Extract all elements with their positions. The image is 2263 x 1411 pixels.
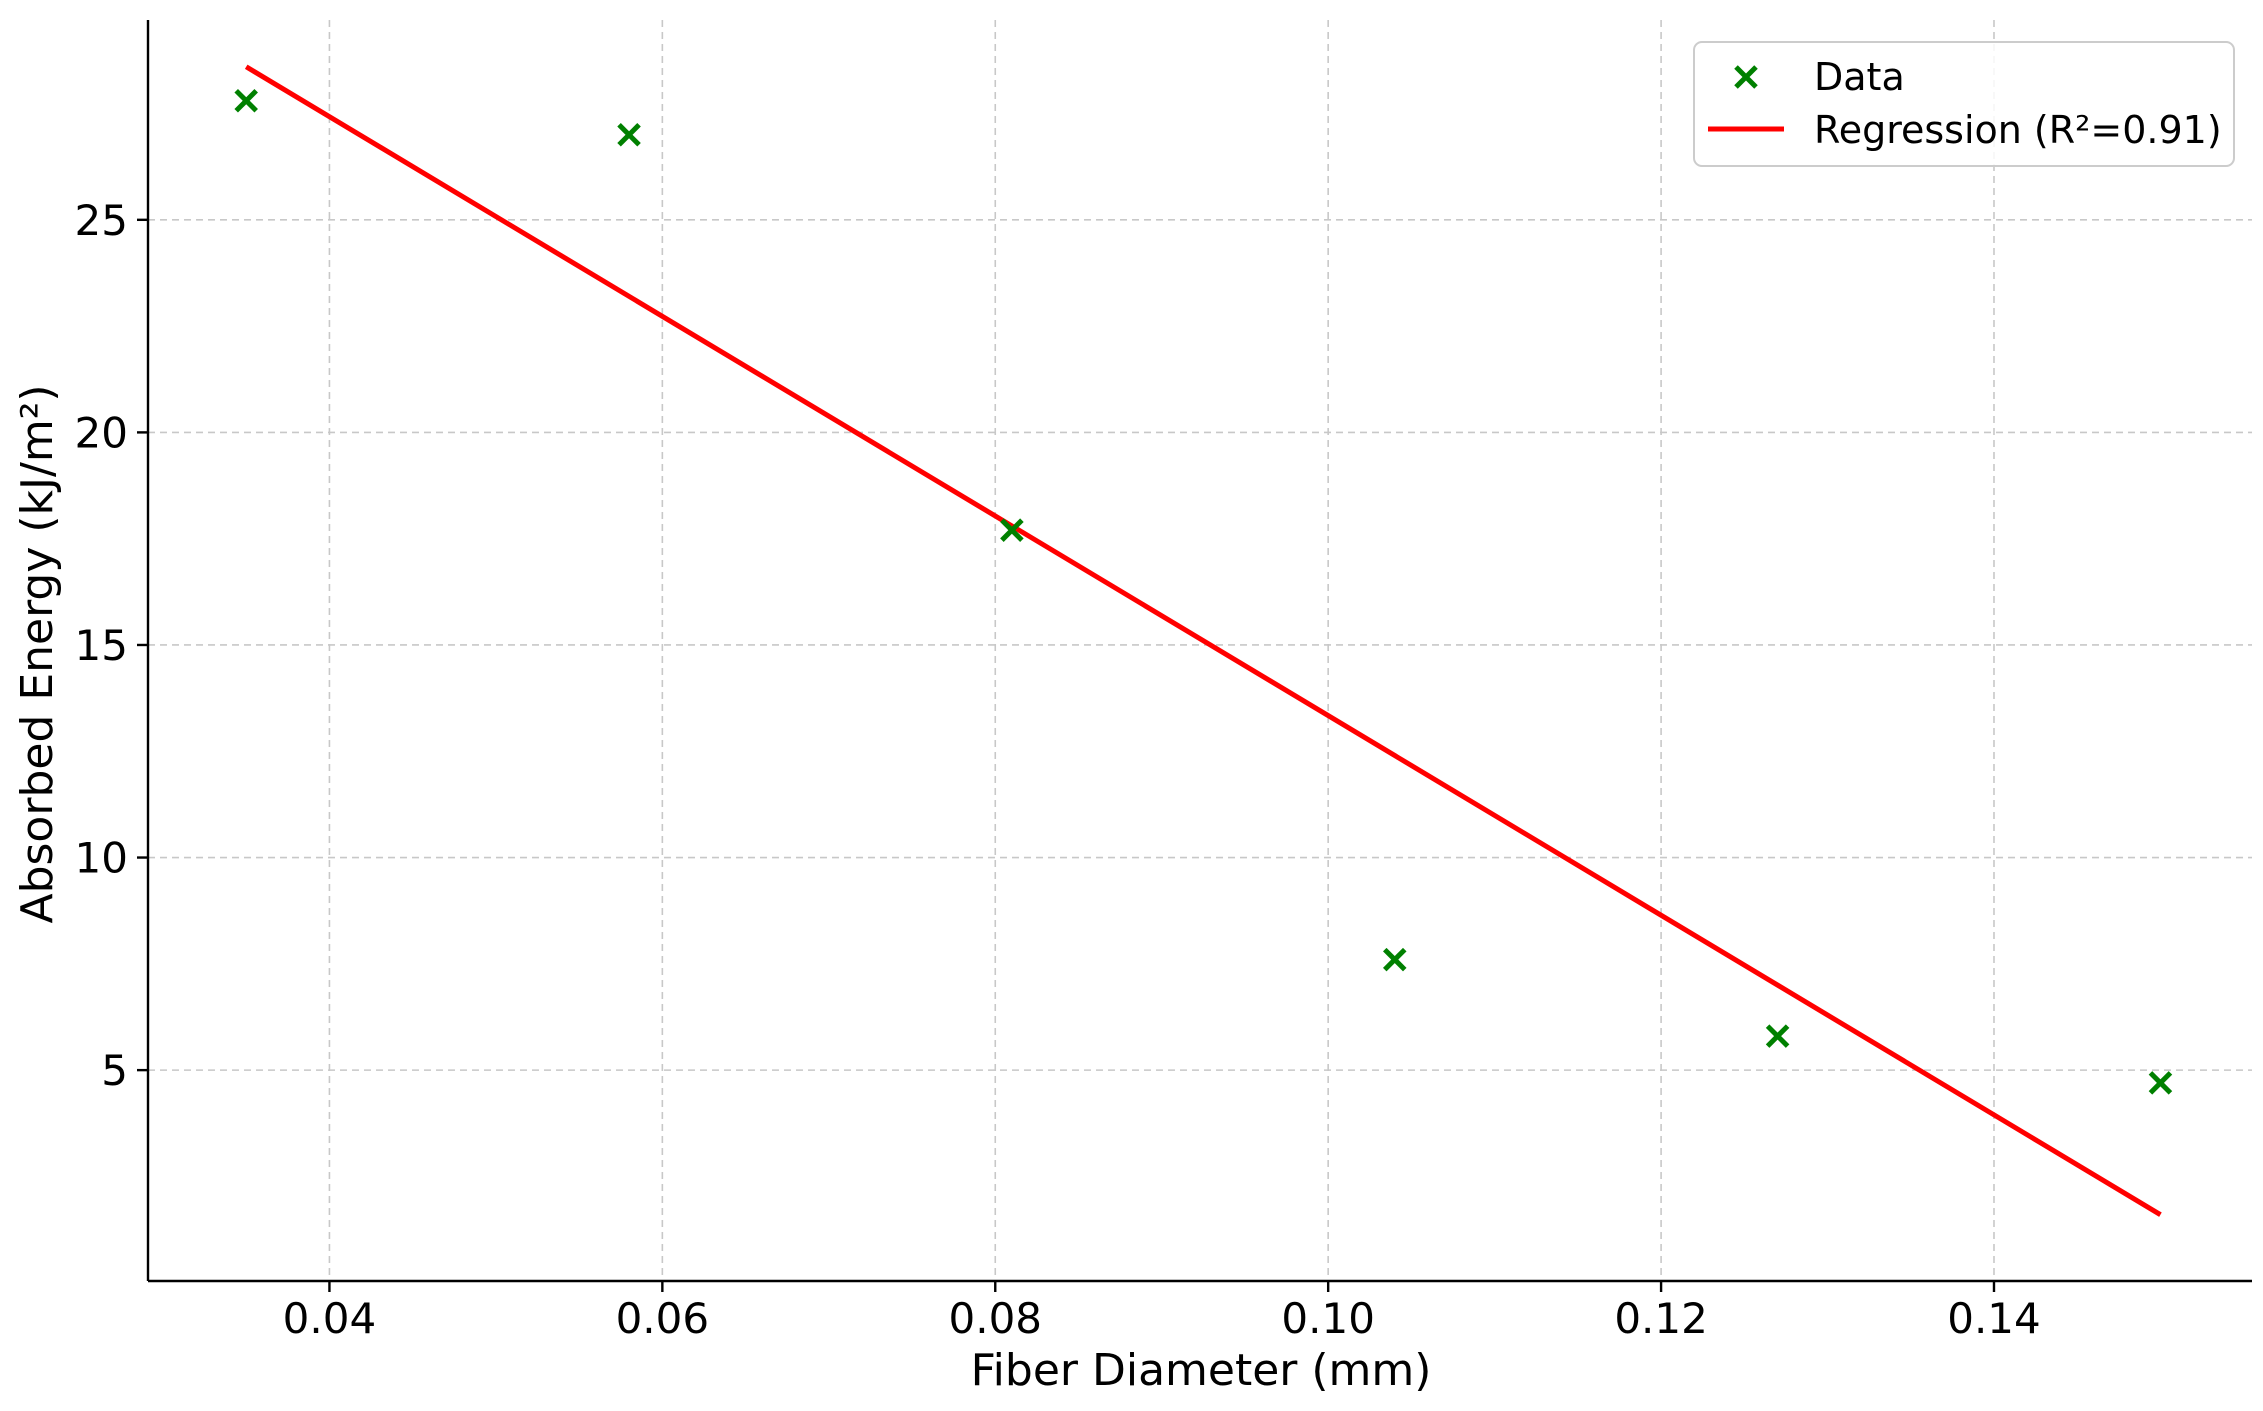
- legend-label-data: Data: [1814, 55, 1905, 99]
- x-axis-label: Fiber Diameter (mm): [971, 1345, 1432, 1396]
- x-tick-label: 0.04: [283, 1294, 377, 1343]
- y-tick-label: 10: [75, 834, 128, 883]
- data-point: [2148, 1071, 2173, 1095]
- legend-marker-data: [1734, 65, 1758, 89]
- data-point: [1382, 947, 1407, 972]
- y-tick-label: 25: [75, 196, 128, 245]
- y-axis-ticks: 5 10 15 20 25: [75, 196, 148, 1095]
- legend: Data Regression (R²=0.91): [1693, 41, 2235, 167]
- axes: [146, 20, 2252, 1283]
- data-points: [234, 89, 2173, 1095]
- data-point: [617, 123, 641, 147]
- x-tick-label: 0.12: [1614, 1294, 1708, 1343]
- data-point: [234, 89, 258, 113]
- x-tick-label: 0.10: [1281, 1294, 1375, 1343]
- y-tick-label: 5: [101, 1046, 128, 1095]
- legend-frame: [1693, 41, 2235, 167]
- x-tick-label: 0.06: [616, 1294, 710, 1343]
- x-axis-ticks: 0.04 0.06 0.08 0.10 0.12 0.14: [283, 1281, 2041, 1343]
- y-tick-label: 15: [75, 621, 128, 670]
- x-tick-label: 0.14: [1947, 1294, 2041, 1343]
- regression-line: [244, 64, 2162, 1217]
- y-axis-label: Absorbed Energy (kJ/m²): [12, 384, 63, 923]
- x-tick-label: 0.08: [949, 1294, 1043, 1343]
- data-point: [1765, 1024, 1790, 1048]
- grid: [148, 20, 2252, 1281]
- regression-layer: [244, 64, 2162, 1217]
- y-tick-label: 20: [75, 408, 128, 457]
- legend-label-regression: Regression (R²=0.91): [1814, 108, 2222, 152]
- data-point: [1000, 518, 1024, 542]
